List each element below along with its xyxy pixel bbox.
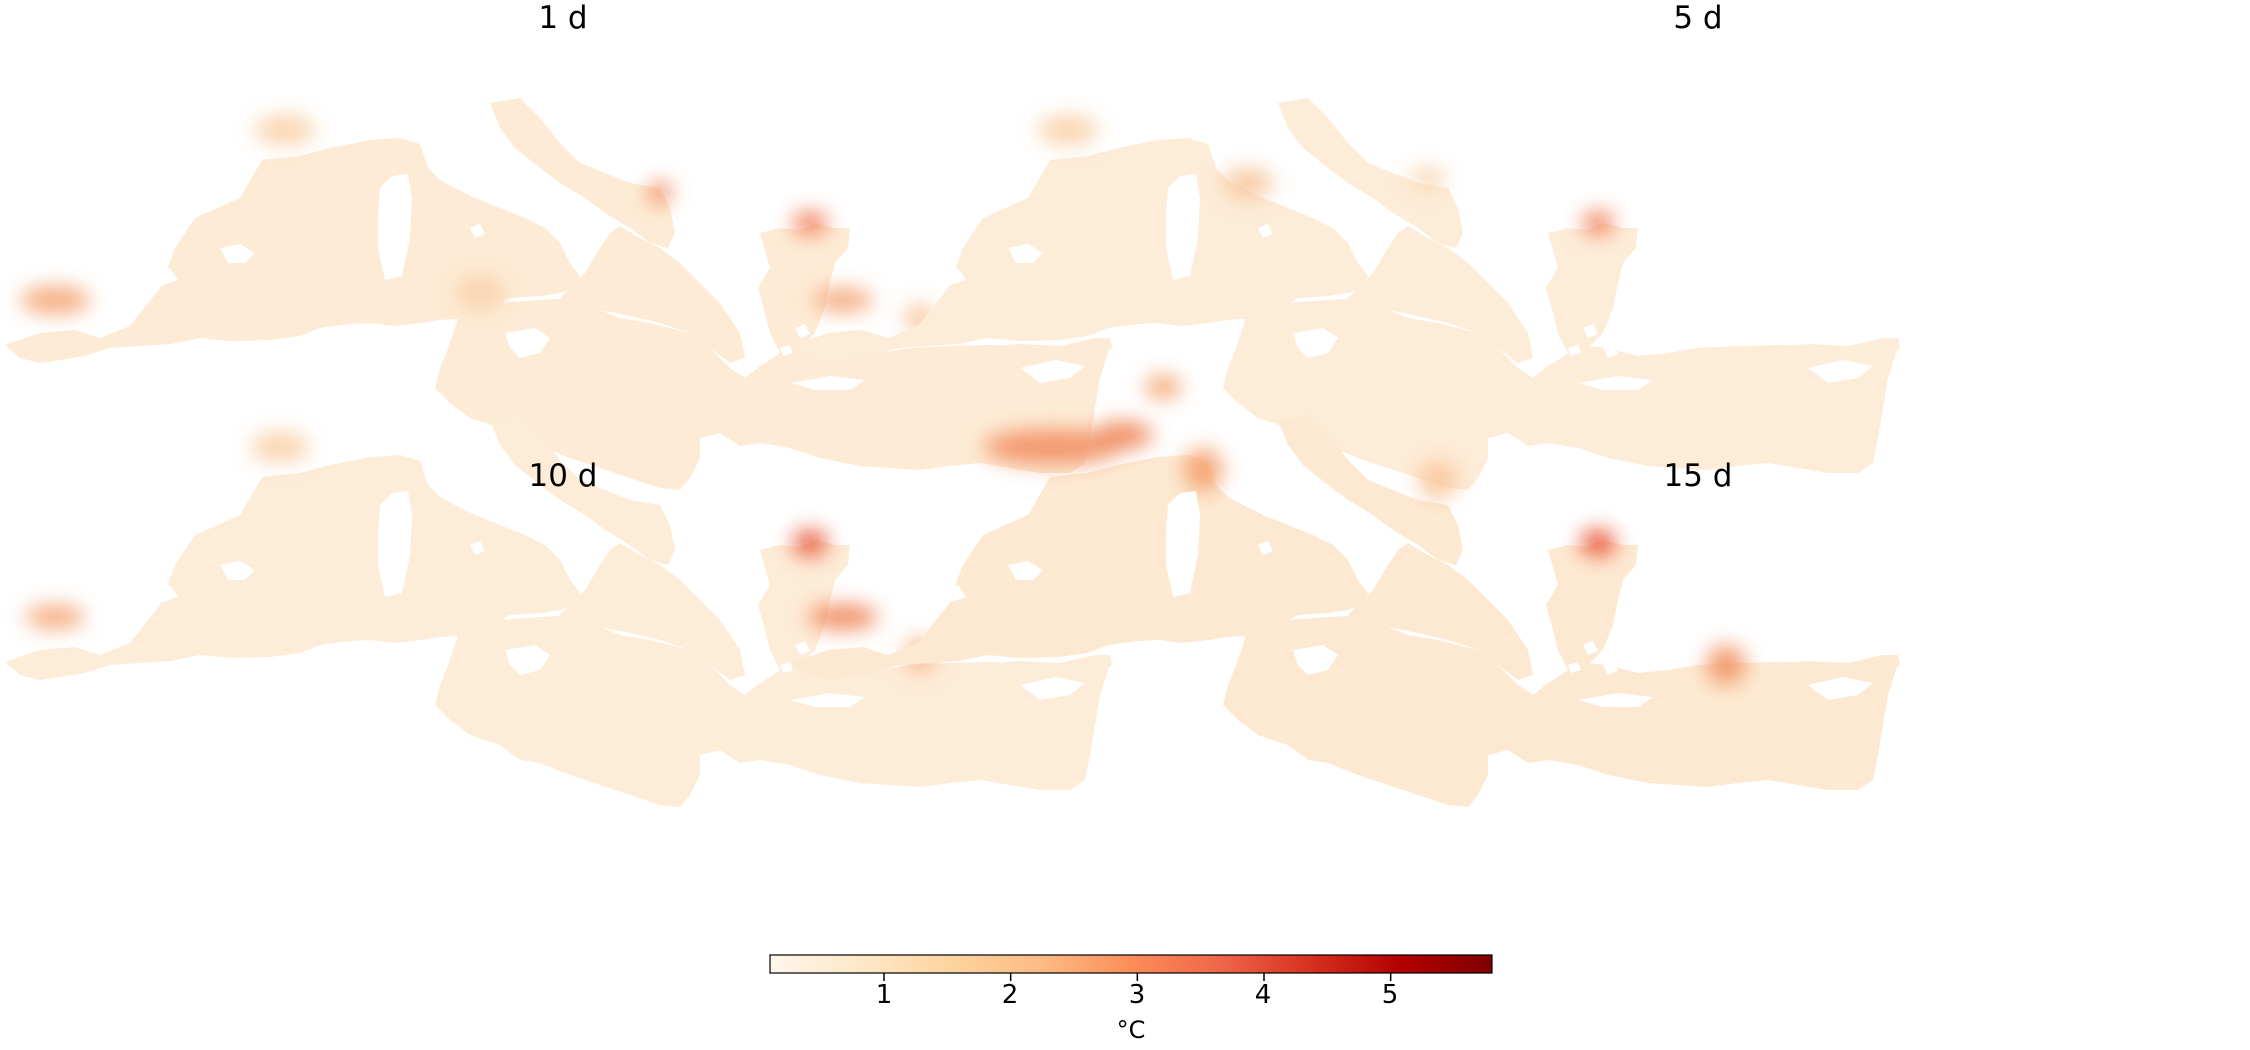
panel-title-15d: 15 d [1663,458,1733,494]
panel-title-1d: 1 d [538,0,588,36]
colorbar-tick-4: 4 [1254,980,1272,1010]
panel-title-10d: 10 d [528,458,598,494]
colorbar-tick-5: 5 [1381,980,1399,1010]
panel-title-5d: 5 d [1673,0,1723,36]
colorbar [769,954,1493,981]
colorbar-tick-2: 2 [1001,980,1019,1010]
colorbar-tick-3: 3 [1128,980,1146,1010]
colorbar-tick-1: 1 [875,980,893,1010]
colorbar-ticks [883,973,1392,981]
panel-15d-map [793,375,1900,807]
colorbar-gradient [769,954,1493,974]
panel-5d-map [793,98,1900,490]
colorbar-unit-label: °C [1116,1016,1146,1044]
